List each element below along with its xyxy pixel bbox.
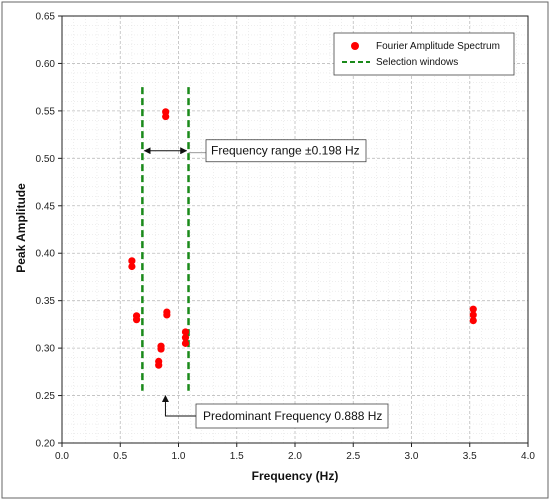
data-point [163, 311, 171, 319]
selection-windows [141, 87, 190, 391]
legend-label-selection: Selection windows [376, 57, 458, 68]
frequency-range-box [205, 139, 367, 163]
data-point [157, 345, 165, 353]
x-tick-label: 0.0 [55, 451, 69, 462]
data-point [128, 257, 136, 265]
data-point [155, 361, 163, 369]
y-tick-label: 0.60 [36, 59, 56, 70]
grid [61, 15, 529, 444]
frequency-range-label: Frequency range ±0.198 Hz [211, 144, 360, 158]
data-point [469, 311, 477, 319]
data-point [162, 112, 170, 121]
y-tick-label: 0.50 [36, 154, 56, 165]
y-tick-label: 0.35 [36, 296, 56, 307]
y-tick-label: 0.30 [36, 344, 56, 355]
data-points [128, 108, 477, 369]
x-tick-label: 2.5 [346, 451, 360, 462]
y-tick-label: 0.20 [36, 439, 56, 450]
y-tick-label: 0.40 [36, 249, 56, 260]
y-tick-label: 0.55 [36, 106, 56, 117]
x-tick-label: 2.0 [288, 451, 302, 462]
annotations: Frequency range ±0.198 Hz Predominant Fre… [143, 139, 389, 429]
data-point [181, 328, 190, 336]
x-axis-title: Frequency (Hz) [252, 469, 339, 483]
data-point [181, 334, 190, 342]
data-point [469, 305, 477, 313]
predominant-frequency-arrow [161, 395, 196, 417]
predominant-frequency-box [195, 403, 389, 429]
y-tick-label: 0.65 [36, 12, 56, 23]
data-point [469, 316, 477, 325]
x-tick-label: 0.5 [113, 451, 127, 462]
data-point [128, 262, 136, 271]
data-point [132, 316, 141, 324]
y-tick-label: 0.25 [36, 391, 56, 402]
y-axis-title: Peak Amplitude [14, 183, 28, 273]
data-point [181, 339, 190, 347]
x-tick-label: 1.5 [230, 451, 244, 462]
y-tick-label: 0.45 [36, 201, 56, 212]
axis-ticks: 0.0 0.5 1.0 1.5 2.0 2.5 3.0 3.5 4.0 0.20 0.25 0.30 0… [36, 12, 536, 463]
predominant-frequency-label: Predominant Frequency 0.888 Hz [203, 409, 382, 423]
x-tick-label: 4.0 [521, 451, 535, 462]
legend-label-fourier: Fourier Amplitude Spectrum [376, 41, 500, 52]
x-tick-label: 1.0 [172, 451, 186, 462]
legend-marker-fourier [351, 42, 359, 50]
legend: Fourier Amplitude Spectrum Selection win… [333, 32, 515, 76]
x-tick-label: 3.5 [463, 451, 477, 462]
legend-box [333, 32, 515, 76]
x-tick-label: 3.0 [405, 451, 419, 462]
